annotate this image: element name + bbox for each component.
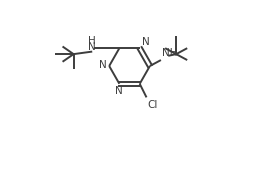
Text: N: N [115,86,122,96]
Text: N: N [88,42,96,52]
Text: Cl: Cl [147,100,158,110]
Text: NH: NH [162,48,177,58]
Text: H: H [88,36,96,47]
Text: N: N [99,60,107,70]
Text: N: N [142,37,150,47]
